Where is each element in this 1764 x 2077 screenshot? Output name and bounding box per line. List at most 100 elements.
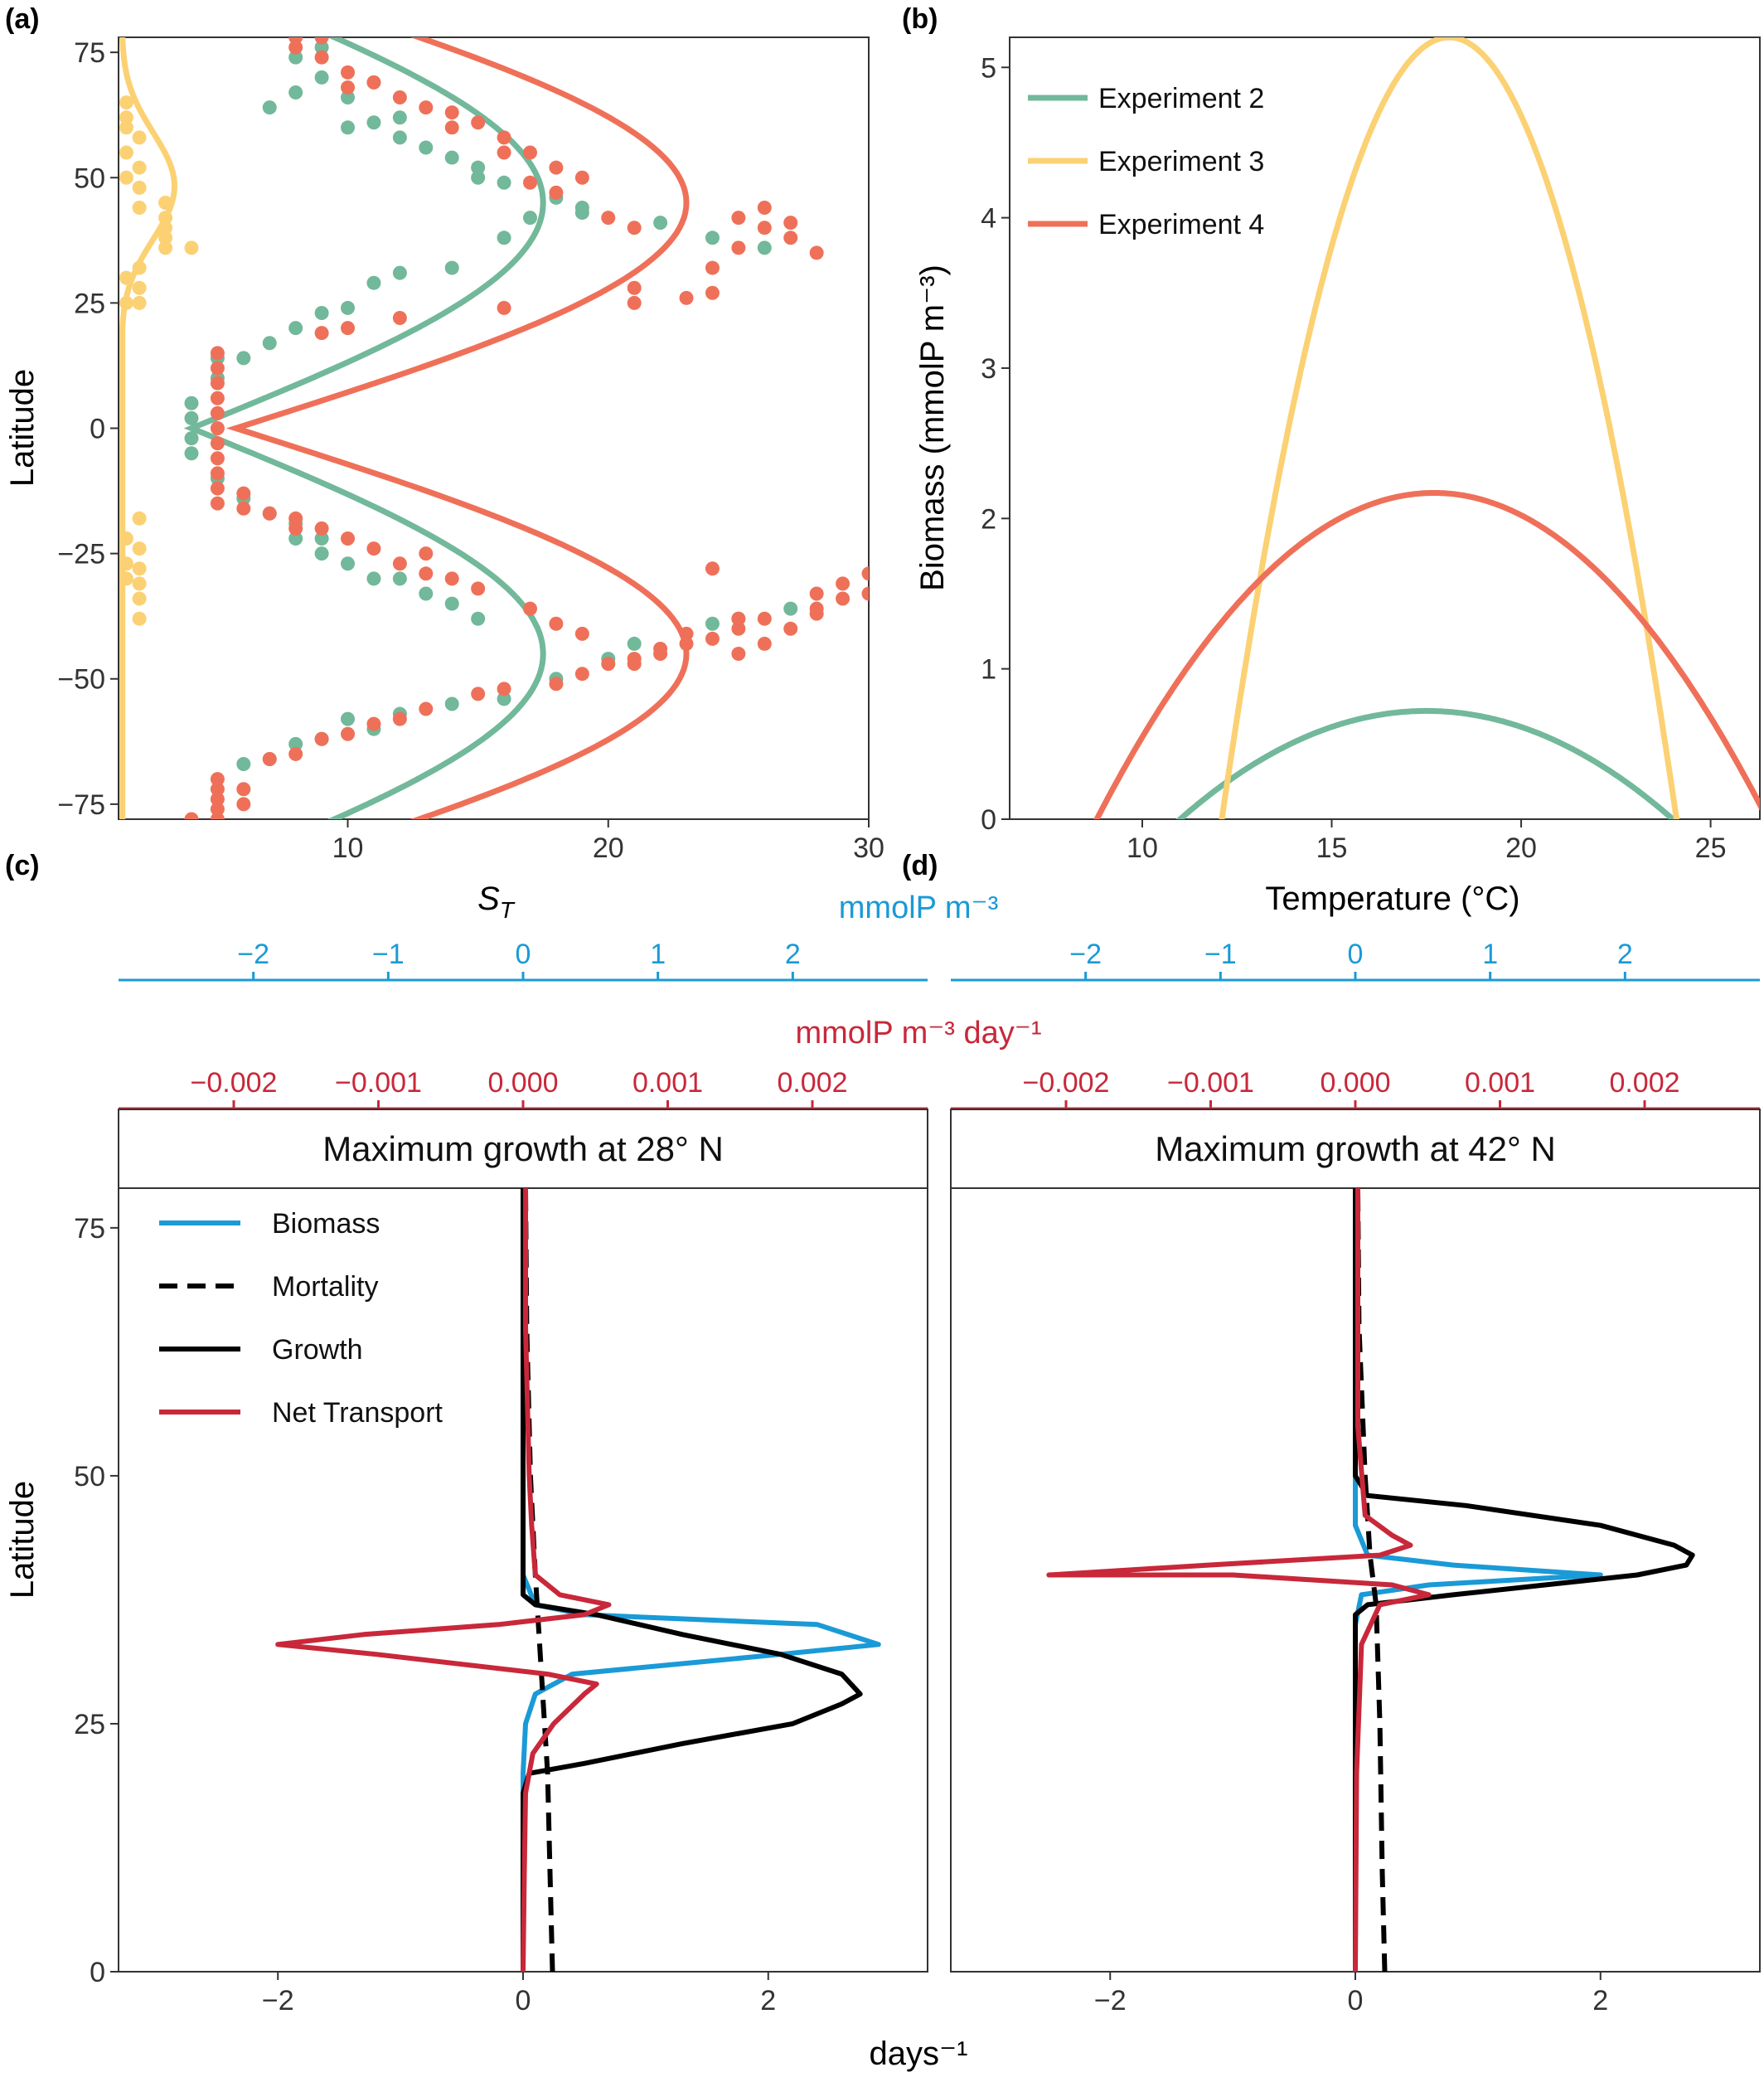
panel-a-point-exp2 [314, 40, 329, 55]
panel-a-point-exp4 [627, 221, 642, 235]
panel-d-lines [1046, 1188, 1695, 1972]
panel-b-curve-3 [1219, 37, 1679, 819]
panel-c-strip [118, 1109, 928, 1189]
panel-a-point-exp4 [210, 436, 225, 451]
panel-a-point-exp2 [314, 531, 329, 546]
panel-b-y-tick-label: 1 [981, 654, 996, 686]
panel-a-point-exp2 [497, 175, 511, 190]
panel-b-x-ticks: 10 15 20 25 [1127, 819, 1726, 864]
panel-a-point-exp4 [627, 280, 642, 295]
panel-a-point-exp3 [132, 541, 147, 556]
panel-a-point-exp4 [341, 80, 356, 95]
panel-a-point-exp4 [210, 405, 225, 420]
panel-a-point-exp3 [119, 145, 133, 160]
panel-b-y-tick-label: 2 [981, 503, 996, 535]
top-axis-blue-tick-label: −2 [237, 939, 269, 970]
top-axis-blue-tick-label: 2 [785, 939, 801, 970]
panel-a-point-exp2 [444, 596, 459, 611]
panel-a-curve-exp4 [225, 37, 690, 819]
panel-a-point-exp4 [210, 466, 225, 481]
panel-d-strip-title: Maximum growth at 42° N [1155, 1129, 1556, 1168]
panel-a-point-exp4 [366, 75, 381, 90]
panel-a-point-exp4 [236, 782, 251, 797]
x-tick-label: 2 [760, 1985, 776, 2016]
panel-a-point-exp4 [783, 216, 798, 231]
panel-d-strip [950, 1109, 1761, 1189]
panel-a-point-exp3 [119, 95, 133, 110]
panel-a-point-exp4 [497, 130, 511, 145]
top-axis-blue-tick-label: 0 [516, 939, 531, 970]
panel-a-point-exp2 [366, 275, 381, 290]
panel-b-curve-4 [1093, 490, 1760, 819]
panel-a-point-exp2 [262, 336, 277, 351]
x-tick-label: 0 [516, 1985, 531, 2016]
panel-a-point-exp4 [549, 160, 564, 175]
top-axis-red-tick-label: 0.001 [1465, 1067, 1535, 1099]
panel-a-point-exp4 [809, 245, 824, 260]
panel-a-point-exp3 [132, 160, 147, 175]
panel-a-point-exp4 [419, 566, 434, 581]
panel-a-point-exp2 [471, 160, 486, 175]
panel-label-b: (b) [902, 3, 938, 35]
panel-a-point-exp2 [288, 85, 303, 99]
panel-a-point-exp4 [679, 636, 694, 651]
panel-a-point-exp4 [809, 601, 824, 616]
y-tick-label: 50 [74, 1461, 105, 1492]
panel-a-point-exp2 [522, 211, 537, 226]
panel-a-point-exp4 [497, 300, 511, 315]
panel-a-x-ticks: 10 20 30 [332, 819, 884, 864]
panel-a-st-vs-latitude: 10 20 30 −75 −50 −25 0 25 50 75 ST Latitude [4, 36, 884, 923]
panel-a-point-exp4 [861, 586, 869, 601]
panel-b-y-axis-title: Biomass (mmolP m⁻³) [914, 264, 951, 591]
panel-a-y-tick-label: −50 [57, 664, 105, 696]
panel-a-point-exp2 [314, 305, 329, 320]
panel-a-point-exp4 [705, 561, 720, 576]
panel-a-point-exp3 [184, 240, 199, 255]
panel-a-point-exp3 [119, 295, 133, 310]
legend-label: Biomass [272, 1208, 380, 1240]
panel-a-point-exp4 [419, 100, 434, 115]
panel-c-legend: Biomass Mortality Growth Net Transport [159, 1208, 443, 1429]
top-axis-red-tick-label: −0.001 [335, 1067, 422, 1099]
top-axis-blue-title: mmolP m⁻³ [839, 890, 998, 925]
panel-a-point-exp2 [288, 736, 303, 751]
panel-a-point-exp2 [288, 531, 303, 546]
panel-a-point-exp2 [314, 70, 329, 85]
panel-a-point-exp2 [288, 50, 303, 65]
panel-c-growth-28n: −2 −1 0 1 2 −0.002 −0.001 0.000 0.001 0.002 Maxim… [4, 939, 928, 2016]
panel-a-point-exp3 [132, 130, 147, 145]
panel-b-x-tick-label: 15 [1316, 832, 1348, 864]
panel-a-point-exp4 [184, 812, 199, 819]
panel-b-x-tick-label: 20 [1505, 832, 1537, 864]
panel-a-point-exp4 [783, 231, 798, 245]
panel-d-x-ticks: −2 0 2 [1094, 1972, 1608, 2016]
panel-a-point-exp4 [210, 782, 225, 797]
panel-a-y-tick-label: −75 [57, 789, 105, 821]
panel-a-curve-exp2 [183, 37, 546, 819]
top-axis-red-tick-label: 0.002 [1609, 1067, 1679, 1099]
panel-a-point-exp2 [184, 431, 199, 446]
panel-b-x-tick-label: 10 [1127, 832, 1158, 864]
panel-a-point-exp4 [288, 511, 303, 526]
panel-a-point-exp4 [444, 120, 459, 135]
panel-a-point-exp2 [471, 611, 486, 626]
panel-b-x-tick-label: 25 [1695, 832, 1727, 864]
panel-a-point-exp4 [210, 481, 225, 496]
panel-a-point-exp4 [236, 486, 251, 501]
panel-b-y-tick-label: 3 [981, 353, 996, 385]
panel-a-point-exp2 [392, 130, 407, 145]
panel-a-point-exp2 [627, 636, 642, 651]
panel-a-point-exp4 [366, 716, 381, 731]
legend-label: Mortality [272, 1271, 378, 1303]
panel-a-point-exp4 [392, 90, 407, 105]
panel-a-point-exp4 [210, 346, 225, 361]
panel-a-point-exp2 [262, 100, 277, 115]
panel-a-point-exp4 [392, 311, 407, 326]
panel-b-y-tick-label: 5 [981, 52, 996, 84]
panel-a-point-exp4 [679, 626, 694, 641]
panel-c-strip-title: Maximum growth at 28° N [322, 1129, 724, 1168]
panel-a-point-exp4 [314, 521, 329, 536]
panel-a-point-exp3 [158, 211, 173, 226]
panel-a-y-tick-label: −25 [57, 539, 105, 570]
